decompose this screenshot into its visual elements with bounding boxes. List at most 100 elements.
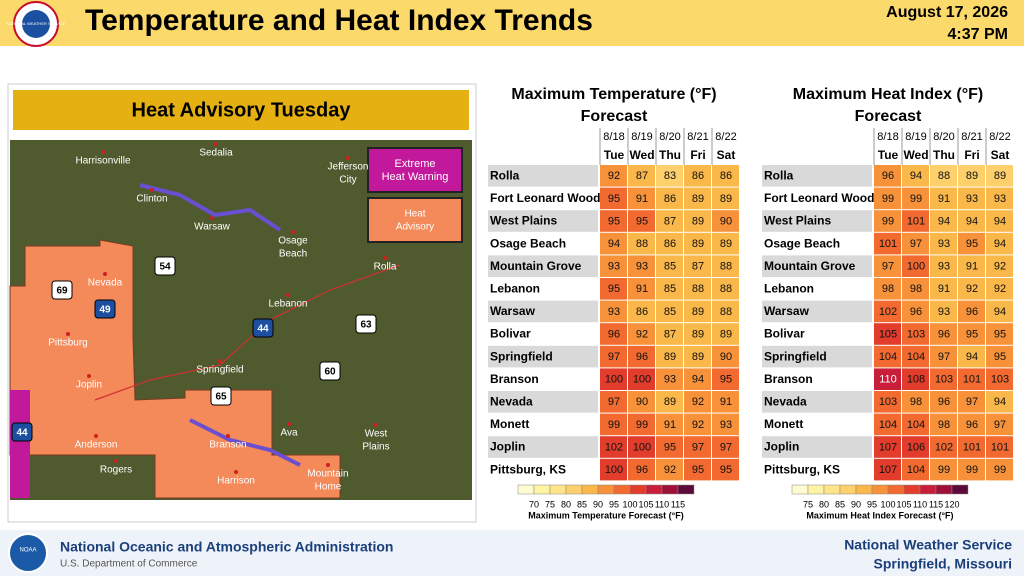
value-cell	[958, 278, 985, 300]
value-cell	[656, 413, 683, 436]
city-dot	[291, 230, 295, 234]
value-label: 91	[938, 193, 950, 205]
value-label: 96	[636, 351, 648, 363]
value-label: 99	[608, 419, 620, 431]
highway-shield	[51, 280, 73, 300]
value-label: 94	[692, 374, 704, 386]
date: August 17, 2026	[886, 4, 1008, 21]
value-cell	[958, 345, 985, 368]
value-cell	[902, 391, 929, 413]
value-cell	[930, 187, 957, 210]
value-cell	[600, 391, 627, 413]
day-label: Sat	[991, 148, 1010, 162]
city-label: Branson	[209, 440, 246, 451]
value-label: 104	[907, 351, 925, 363]
value-cell	[684, 300, 711, 323]
name-cell	[488, 278, 598, 300]
colorbar-swatch	[871, 484, 889, 495]
value-cell	[712, 458, 739, 481]
colorbar-swatch	[887, 484, 905, 495]
value-cell	[958, 436, 985, 458]
value-label: 86	[664, 193, 676, 205]
city-dot	[150, 188, 154, 192]
value-cell	[656, 436, 683, 458]
name-cell	[762, 300, 872, 323]
day-label: Fri	[690, 148, 705, 162]
city-label: Harrison	[217, 476, 255, 487]
value-label: 89	[966, 170, 978, 182]
warning-area	[10, 390, 30, 498]
colorbar-tick: 95	[609, 499, 619, 509]
value-cell	[930, 255, 957, 277]
value-cell	[986, 458, 1013, 481]
value-cell	[628, 458, 655, 481]
value-label: 91	[938, 283, 950, 295]
colorbar-tick: 75	[545, 499, 555, 509]
value-label: 95	[636, 215, 648, 227]
value-label: 94	[994, 396, 1006, 408]
value-cell	[712, 436, 739, 458]
value-cell	[712, 413, 739, 436]
value-cell	[656, 165, 683, 187]
value-label: 91	[664, 419, 676, 431]
city-dot	[101, 150, 105, 154]
value-cell	[684, 278, 711, 300]
row-name: Mountain Grove	[490, 259, 582, 273]
city-label: City	[339, 175, 356, 186]
value-cell	[958, 368, 985, 390]
value-label: 94	[608, 238, 620, 250]
table-title: Maximum Heat Index (°F)	[793, 86, 983, 103]
value-label: 95	[720, 464, 732, 476]
city-label: Beach	[279, 249, 307, 260]
row-name: Lebanon	[490, 281, 540, 295]
value-label: 97	[720, 441, 732, 453]
row-name: Bolivar	[764, 327, 805, 341]
value-cell	[600, 413, 627, 436]
value-cell	[874, 255, 901, 277]
value-cell	[986, 345, 1013, 368]
value-cell	[930, 232, 957, 255]
value-label: 100	[633, 441, 651, 453]
value-cell	[684, 255, 711, 277]
colorbar-tick: 70	[529, 499, 539, 509]
value-cell	[902, 187, 929, 210]
row-name: Nevada	[490, 394, 533, 408]
value-label: 90	[720, 351, 732, 363]
department: U.S. Department of Commerce	[60, 559, 198, 570]
colorbar-tick: 90	[593, 499, 603, 509]
city-dot	[374, 423, 378, 427]
value-label: 97	[692, 441, 704, 453]
legend-box	[367, 147, 463, 193]
value-cell	[628, 210, 655, 232]
nws-logo-text: NATIONAL WEATHER SERVICE	[7, 21, 66, 26]
row-name: Pittsburg, KS	[490, 462, 566, 476]
city-label: Nevada	[88, 278, 123, 289]
value-label: 89	[994, 170, 1006, 182]
value-label: 95	[994, 328, 1006, 340]
value-label: 102	[605, 441, 623, 453]
value-label: 96	[966, 306, 978, 318]
city-label: Joplin	[76, 380, 102, 391]
highway-shield	[94, 299, 116, 319]
value-label: 89	[692, 328, 704, 340]
highway-number: 44	[257, 324, 269, 335]
value-label: 104	[879, 419, 897, 431]
value-cell	[930, 300, 957, 323]
value-label: 91	[720, 396, 732, 408]
value-label: 95	[608, 283, 620, 295]
row-name: Warsaw	[490, 304, 536, 318]
name-cell	[488, 391, 598, 413]
value-cell	[958, 323, 985, 345]
city-dot	[234, 470, 238, 474]
value-label: 91	[636, 283, 648, 295]
colorbar-tick: 100	[622, 499, 637, 509]
city-dot	[114, 459, 118, 463]
highway-shield	[210, 386, 232, 406]
day-label: Tue	[878, 148, 899, 162]
city-dot	[210, 216, 214, 220]
value-cell	[902, 165, 929, 187]
name-cell	[762, 255, 872, 277]
value-label: 88	[720, 283, 732, 295]
value-label: 110	[879, 374, 897, 386]
